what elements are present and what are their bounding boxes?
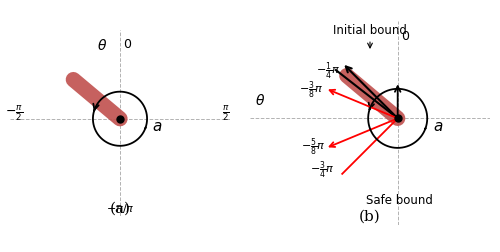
Text: $0$: $0$ (124, 38, 132, 50)
Text: $-\pi/\pi$: $-\pi/\pi$ (106, 201, 134, 214)
Text: $\frac{\pi}{2}$: $\frac{\pi}{2}$ (222, 104, 230, 123)
Text: (b): (b) (359, 209, 381, 223)
Text: $-\frac{\pi}{2}$: $-\frac{\pi}{2}$ (5, 104, 24, 123)
Text: $a$: $a$ (433, 120, 443, 134)
Text: Initial bound: Initial bound (333, 24, 407, 49)
Text: $\theta$: $\theta$ (254, 93, 265, 108)
Text: $-\frac{3}{4}\pi$: $-\frac{3}{4}\pi$ (310, 159, 335, 180)
Text: (a): (a) (110, 200, 130, 214)
Text: $0$: $0$ (402, 30, 410, 43)
Text: $-\frac{3}{8}\pi$: $-\frac{3}{8}\pi$ (300, 79, 324, 100)
Text: $a$: $a$ (152, 119, 162, 133)
Text: $-\frac{1}{4}\pi$: $-\frac{1}{4}\pi$ (316, 60, 340, 82)
Text: Safe bound: Safe bound (366, 193, 433, 206)
Text: $\theta$: $\theta$ (97, 38, 108, 52)
Text: $-\frac{5}{8}\pi$: $-\frac{5}{8}\pi$ (301, 136, 326, 157)
